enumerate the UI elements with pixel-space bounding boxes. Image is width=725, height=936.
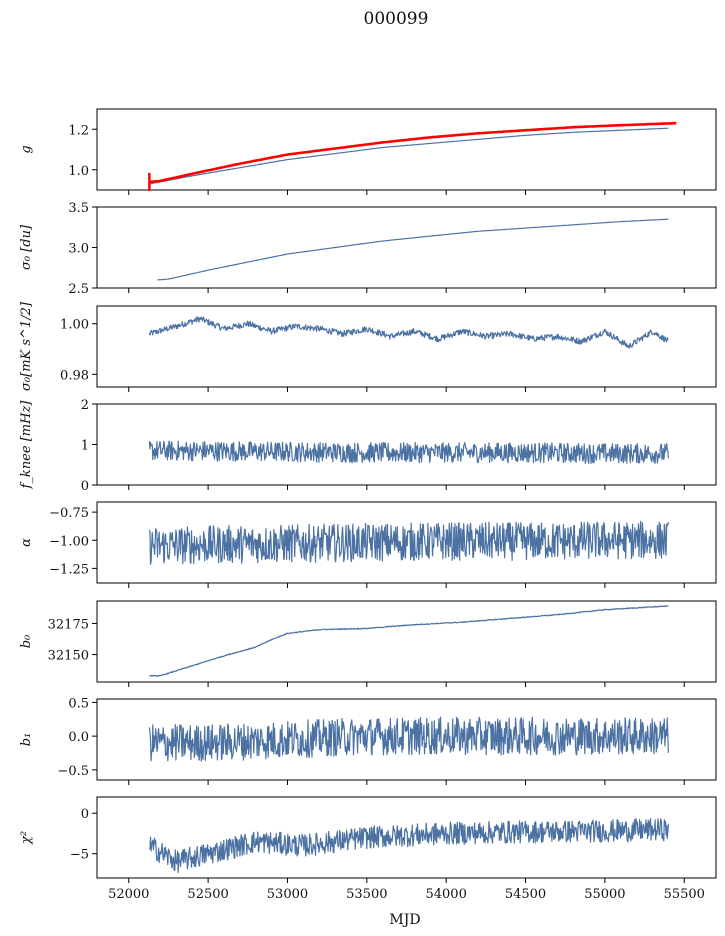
panels: 1.0 1.2 g 2.5 3.0 3.5 σ₀ [du] 0.98 1.00 σ₀[mK s^1… — [19, 108, 717, 902]
y-tick-label: −1.25 — [49, 562, 89, 577]
y-tick-label: −1.00 — [49, 534, 89, 549]
series-line-2 — [149, 121, 677, 184]
axes-frame — [96, 600, 717, 683]
axes-frame — [96, 108, 717, 191]
x-tick-label: 54000 — [425, 887, 466, 902]
y-tick-label: 0.5 — [68, 696, 89, 711]
y-tick-label: 1.00 — [60, 318, 89, 333]
y-tick-label: 1.0 — [68, 164, 89, 179]
y-tick-label: 1 — [81, 439, 89, 454]
panel-5: −1.25 −1.00 −0.75 α — [19, 501, 717, 588]
y-tick-label: 32150 — [48, 649, 89, 664]
panel-7: −0.5 0.0 0.5 b₁ — [19, 696, 717, 785]
panel-2: 2.5 3.0 3.5 σ₀ [du] — [19, 201, 717, 297]
panel-3: 0.98 1.00 σ₀[mK s^1/2] — [19, 301, 717, 392]
y-axis-label: b₀ — [19, 634, 34, 648]
series-line-1 — [148, 440, 669, 464]
y-tick-label: 3.0 — [68, 242, 89, 257]
y-tick-label: −0.5 — [57, 764, 89, 779]
series-line-1 — [149, 127, 669, 185]
x-tick-label: 53500 — [346, 887, 387, 902]
x-tick-label: 52500 — [187, 887, 228, 902]
x-tick-label: 54500 — [505, 887, 546, 902]
y-tick-label: 1.2 — [68, 123, 89, 138]
figure-title: 000099 — [364, 9, 429, 29]
y-axis-label: b₁ — [19, 733, 34, 747]
series-line-1 — [148, 316, 669, 349]
y-tick-label: 0.0 — [68, 730, 89, 745]
y-tick-label: 2 — [81, 398, 89, 413]
panel-8: −5 0 χ² 52000 52500 53000 53500 54000 54500 55000… — [19, 796, 717, 902]
axes-frame — [96, 206, 717, 289]
x-tick-label: 55500 — [664, 887, 705, 902]
x-tick-label: 52000 — [108, 887, 149, 902]
panel-6: 32150 32175 b₀ — [19, 600, 717, 687]
series-line-1 — [148, 817, 669, 874]
y-tick-label: 0 — [81, 479, 89, 494]
x-axis-label: MJD — [389, 912, 420, 928]
y-axis-label: g — [19, 145, 34, 153]
y-axis-label: f_knee [mHz] — [19, 400, 34, 490]
series-line-1 — [148, 520, 669, 565]
axes-frame — [96, 501, 717, 584]
x-tick-label: 53000 — [267, 887, 308, 902]
y-tick-label: 0 — [81, 807, 89, 822]
x-tick-label: 55000 — [584, 887, 625, 902]
y-tick-label: 2.5 — [68, 282, 89, 297]
y-tick-label: 32175 — [48, 617, 89, 632]
y-tick-label: −0.75 — [49, 506, 89, 521]
series-line-1 — [148, 716, 669, 762]
axes-frame — [96, 796, 717, 879]
y-axis-label: α — [19, 538, 34, 547]
series-line-1 — [149, 605, 669, 677]
series-line-1 — [157, 218, 669, 281]
panel-4: 0 1 2 f_knee [mHz] — [19, 398, 717, 494]
y-axis-label: σ₀ [du] — [19, 224, 34, 270]
y-axis-label: χ² — [19, 831, 34, 845]
y-tick-label: 3.5 — [68, 201, 89, 216]
panel-1: 1.0 1.2 g — [19, 108, 717, 195]
axes-frame — [96, 305, 717, 388]
y-tick-label: −5 — [70, 848, 89, 863]
y-axis-label: σ₀[mK s^1/2] — [19, 301, 34, 391]
y-tick-label: 0.98 — [60, 368, 89, 383]
axes-frame — [96, 698, 717, 781]
